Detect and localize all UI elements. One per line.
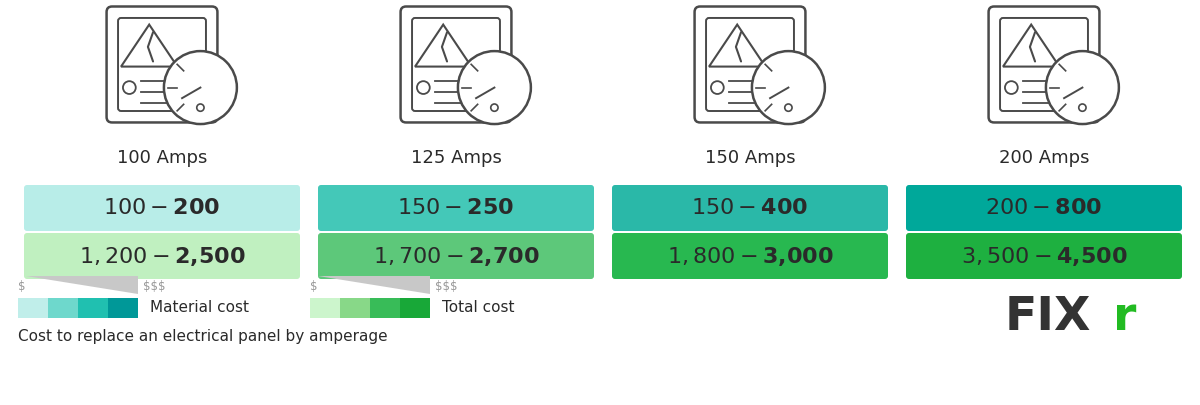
Bar bbox=[18, 298, 48, 318]
FancyBboxPatch shape bbox=[118, 18, 206, 111]
Text: $: $ bbox=[18, 281, 25, 294]
Circle shape bbox=[1004, 81, 1018, 94]
Circle shape bbox=[416, 81, 430, 94]
FancyBboxPatch shape bbox=[1000, 18, 1088, 111]
FancyBboxPatch shape bbox=[318, 233, 594, 279]
Polygon shape bbox=[415, 25, 472, 66]
FancyBboxPatch shape bbox=[24, 233, 300, 279]
Text: 150 Amps: 150 Amps bbox=[704, 149, 796, 167]
FancyBboxPatch shape bbox=[706, 18, 794, 111]
Text: $$$: $$$ bbox=[143, 281, 166, 294]
Circle shape bbox=[785, 104, 792, 111]
FancyBboxPatch shape bbox=[107, 6, 217, 122]
Text: Material cost: Material cost bbox=[150, 301, 250, 315]
Bar bbox=[108, 298, 138, 318]
Text: 125 Amps: 125 Amps bbox=[410, 149, 502, 167]
Text: $150 - $250: $150 - $250 bbox=[397, 198, 515, 218]
Circle shape bbox=[197, 104, 204, 111]
FancyBboxPatch shape bbox=[906, 185, 1182, 231]
FancyBboxPatch shape bbox=[906, 233, 1182, 279]
Text: $: $ bbox=[310, 281, 318, 294]
Bar bbox=[340, 298, 370, 318]
Polygon shape bbox=[26, 276, 138, 294]
Circle shape bbox=[458, 51, 530, 124]
Circle shape bbox=[752, 51, 824, 124]
FancyBboxPatch shape bbox=[612, 185, 888, 231]
Text: FIX: FIX bbox=[1006, 296, 1091, 341]
Text: $1,800 - $3,000: $1,800 - $3,000 bbox=[667, 245, 833, 267]
Circle shape bbox=[1046, 51, 1118, 124]
Text: Cost to replace an electrical panel by amperage: Cost to replace an electrical panel by a… bbox=[18, 328, 388, 343]
FancyBboxPatch shape bbox=[612, 233, 888, 279]
Bar bbox=[370, 298, 400, 318]
Text: 100 Amps: 100 Amps bbox=[116, 149, 208, 167]
Text: $$$: $$$ bbox=[434, 281, 457, 294]
Circle shape bbox=[122, 81, 136, 94]
Text: $200 - $800: $200 - $800 bbox=[985, 198, 1103, 218]
Bar bbox=[78, 298, 108, 318]
Bar bbox=[400, 298, 430, 318]
Text: $1,700 - $2,700: $1,700 - $2,700 bbox=[373, 245, 539, 267]
FancyBboxPatch shape bbox=[695, 6, 805, 122]
FancyBboxPatch shape bbox=[401, 6, 511, 122]
Bar bbox=[48, 298, 78, 318]
Polygon shape bbox=[318, 276, 430, 294]
FancyBboxPatch shape bbox=[24, 185, 300, 231]
Text: r: r bbox=[1114, 296, 1136, 341]
Text: $3,500 - $4,500: $3,500 - $4,500 bbox=[961, 245, 1127, 267]
FancyBboxPatch shape bbox=[989, 6, 1099, 122]
Circle shape bbox=[1079, 104, 1086, 111]
Text: Total cost: Total cost bbox=[442, 301, 515, 315]
Bar bbox=[310, 298, 340, 318]
Text: $1,200 - $2,500: $1,200 - $2,500 bbox=[79, 245, 245, 267]
Circle shape bbox=[491, 104, 498, 111]
FancyBboxPatch shape bbox=[318, 185, 594, 231]
Text: 200 Amps: 200 Amps bbox=[998, 149, 1090, 167]
Polygon shape bbox=[709, 25, 766, 66]
FancyBboxPatch shape bbox=[412, 18, 500, 111]
Circle shape bbox=[710, 81, 724, 94]
Circle shape bbox=[164, 51, 236, 124]
Polygon shape bbox=[1003, 25, 1060, 66]
Text: $100 - $200: $100 - $200 bbox=[103, 198, 221, 218]
Text: $150 - $400: $150 - $400 bbox=[691, 198, 809, 218]
Polygon shape bbox=[121, 25, 178, 66]
